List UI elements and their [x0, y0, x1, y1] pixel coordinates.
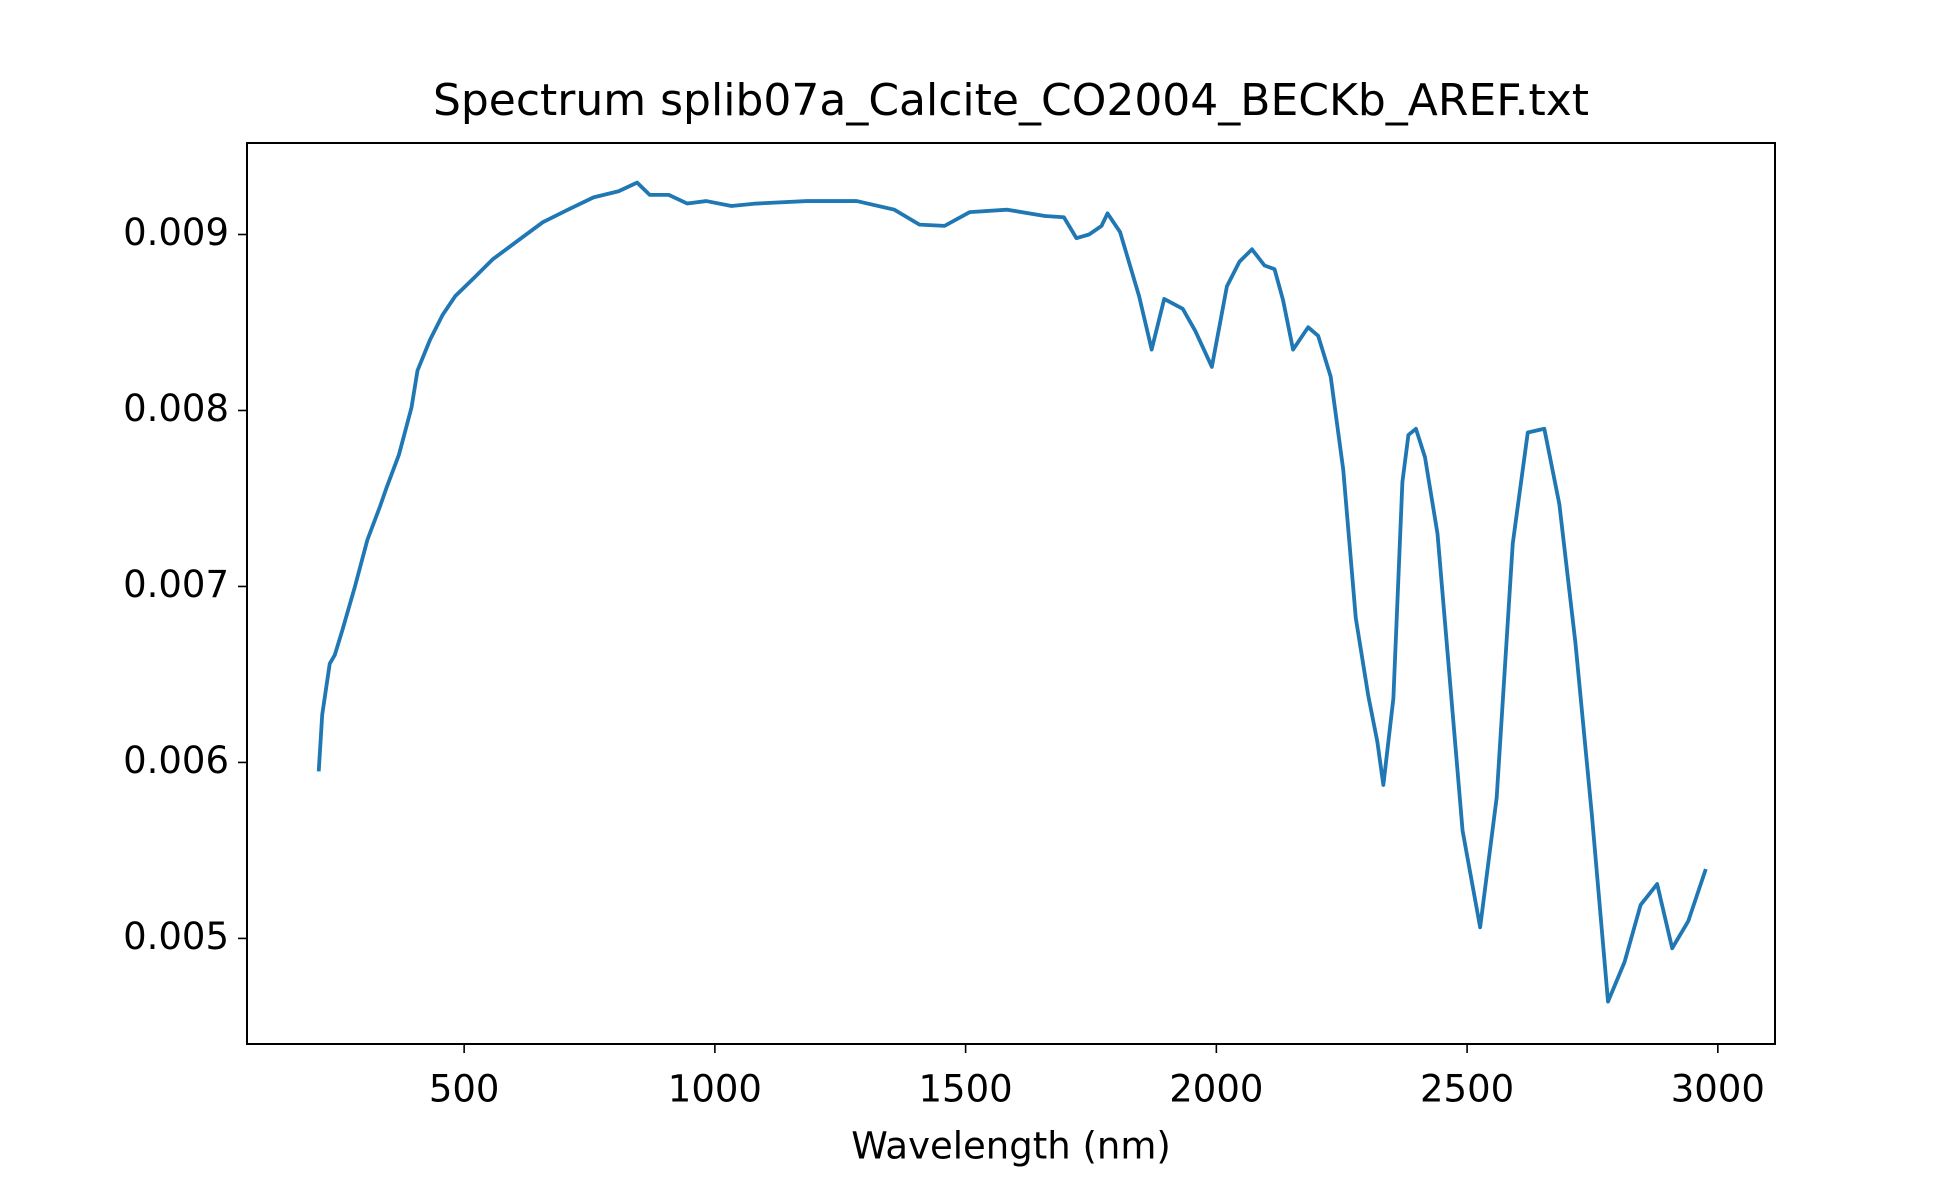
x-tick-label: 1500 [919, 1068, 1013, 1111]
y-tick-label: 0.007 [123, 563, 229, 606]
x-tick-label: 1000 [668, 1068, 762, 1111]
y-tick-label: 0.008 [123, 387, 229, 430]
y-tick-label: 0.005 [123, 915, 229, 958]
spectrum-line [316, 180, 1708, 1004]
y-tick-label: 0.006 [123, 739, 229, 782]
y-tick-label: 0.009 [123, 211, 229, 254]
x-axis-label: Wavelength (nm) [851, 1125, 1171, 1168]
x-tick-label: 2000 [1169, 1068, 1263, 1111]
x-tick-label: 2500 [1420, 1068, 1514, 1111]
plot-frame [246, 142, 1776, 1045]
chart-title: Spectrum splib07a_Calcite_CO2004_BECKb_A… [433, 75, 1589, 126]
x-tick-label: 500 [429, 1068, 500, 1111]
x-tick-label: 3000 [1671, 1068, 1765, 1111]
